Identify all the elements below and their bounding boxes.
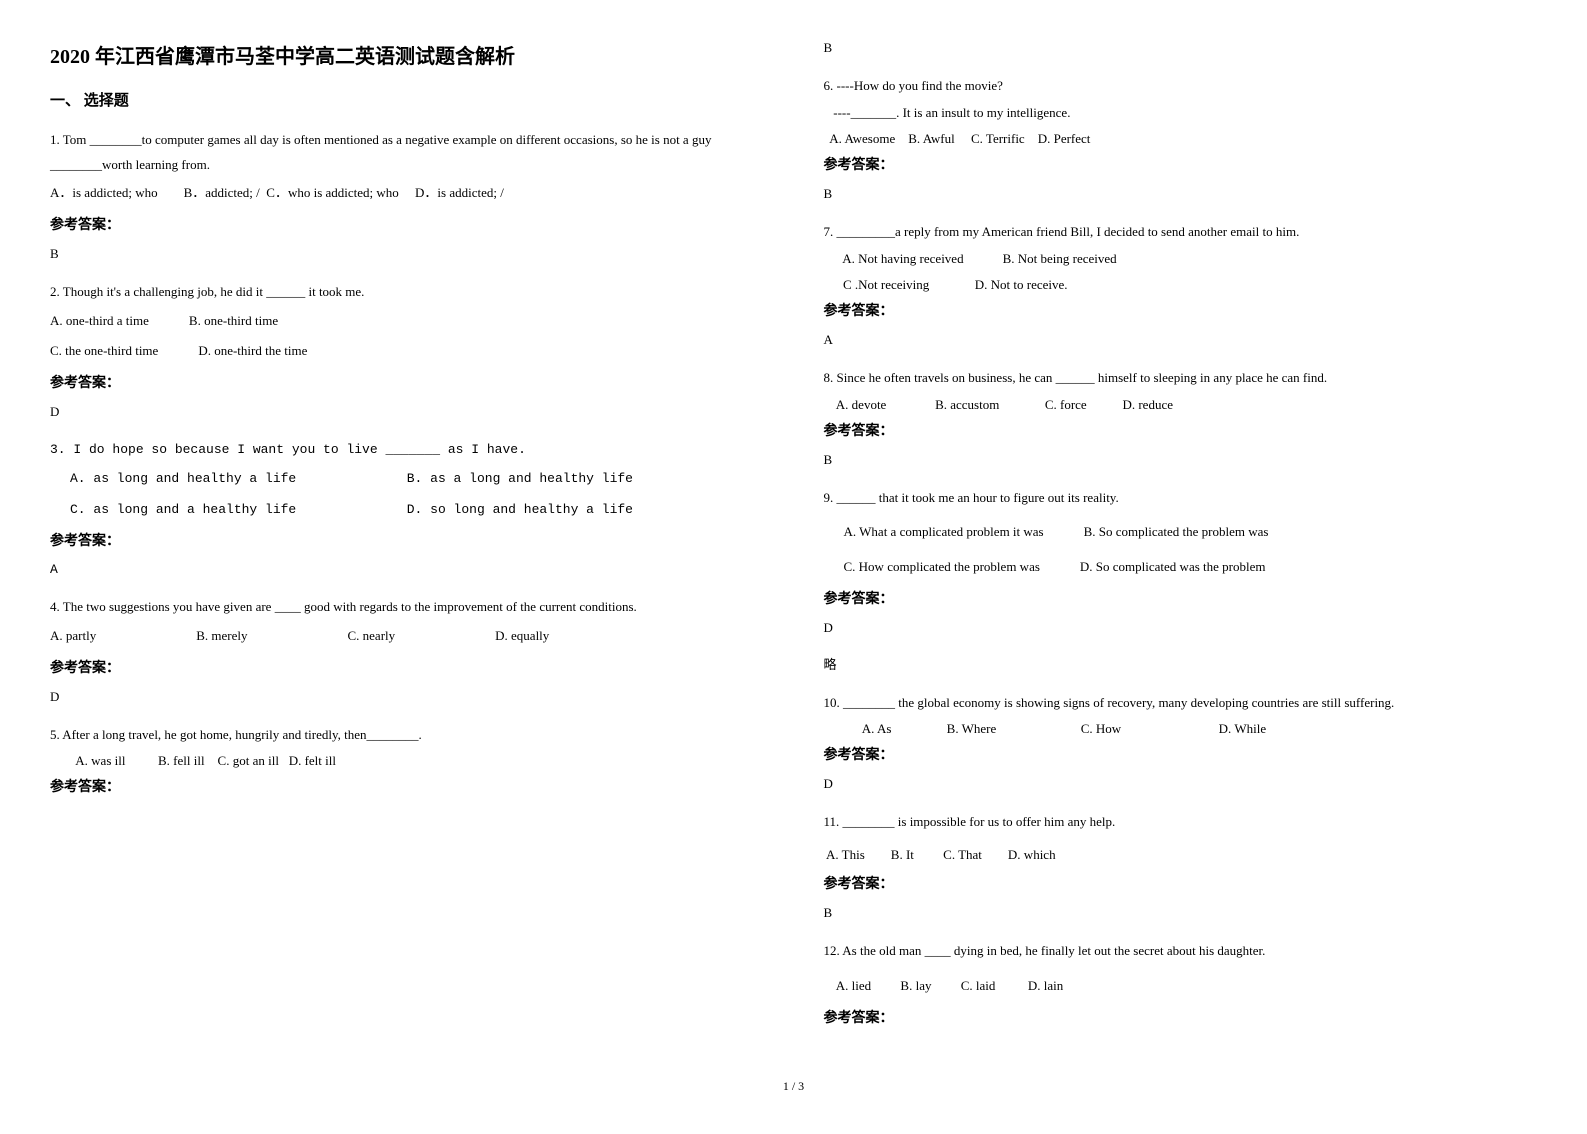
question-options: A. one-third a time B. one-third time	[50, 309, 764, 334]
question-text: 5. After a long travel, he got home, hun…	[50, 723, 764, 748]
page-footer: 1 / 3	[50, 1079, 1537, 1094]
option-d: D. So complicated was the problem	[1080, 555, 1266, 580]
option-b: B. one-third time	[189, 309, 278, 334]
option-d: D. so long and healthy a life	[407, 498, 633, 523]
question-options: C. How complicated the problem was D. So…	[824, 555, 1538, 580]
question-7: 7. _________a reply from my American fri…	[824, 220, 1538, 348]
question-text: 9. ______ that it took me an hour to fig…	[824, 486, 1538, 511]
answer-value: B	[824, 905, 1538, 921]
answer-value: A	[824, 332, 1538, 348]
answer-value: D	[50, 689, 764, 705]
answer-value: B	[824, 186, 1538, 202]
right-column: B 6. ----How do you find the movie? ----…	[824, 40, 1538, 1039]
question-text: 4. The two suggestions you have given ar…	[50, 595, 764, 620]
question-options: C. as long and a healthy life D. so long…	[50, 498, 764, 523]
question-3: 3. I do hope so because I want you to li…	[50, 438, 764, 577]
question-options: A. Awesome B. Awful C. Terrific D. Perfe…	[824, 127, 1538, 152]
question-text: 2. Though it's a challenging job, he did…	[50, 280, 764, 305]
question-12: 12. As the old man ____ dying in bed, he…	[824, 939, 1538, 1026]
question-8: 8. Since he often travels on business, h…	[824, 366, 1538, 467]
question-text: 7. _________a reply from my American fri…	[824, 220, 1538, 245]
option-b: B. merely	[196, 624, 247, 649]
answer-label: 参考答案：	[824, 300, 1538, 320]
question-5: 5. After a long travel, he got home, hun…	[50, 723, 764, 796]
question-text: ----_______. It is an insult to my intel…	[824, 101, 1538, 126]
answer-value: A	[50, 562, 764, 577]
question-text: 11. ________ is impossible for us to off…	[824, 810, 1538, 835]
question-1: 1. Tom ________to computer games all day…	[50, 128, 764, 262]
answer-label: 参考答案：	[824, 154, 1538, 174]
question-2: 2. Though it's a challenging job, he did…	[50, 280, 764, 420]
question-text: 12. As the old man ____ dying in bed, he…	[824, 939, 1538, 964]
option-b: B. as a long and healthy life	[407, 467, 633, 492]
question-options: C. the one-third time D. one-third the t…	[50, 339, 764, 364]
question-options: A．is addicted; who B．addicted; / C．who i…	[50, 181, 764, 206]
answer-label: 参考答案：	[824, 1007, 1538, 1027]
answer-label: 参考答案：	[50, 214, 764, 234]
left-column: 2020 年江西省鹰潭市马荃中学高二英语测试题含解析 一、 选择题 1. Tom…	[50, 40, 764, 1039]
option-c: C. as long and a healthy life	[50, 498, 407, 523]
answer-value: D	[824, 776, 1538, 792]
question-10: 10. ________ the global economy is showi…	[824, 691, 1538, 792]
exam-title: 2020 年江西省鹰潭市马荃中学高二英语测试题含解析	[50, 40, 764, 69]
option-c: C. nearly	[347, 624, 395, 649]
question-6: 6. ----How do you find the movie? ----__…	[824, 74, 1538, 202]
answer-label: 参考答案：	[824, 873, 1538, 893]
answer-value: B	[50, 246, 764, 262]
answer-label: 参考答案：	[50, 657, 764, 677]
option-c: C. the one-third time	[50, 339, 158, 364]
question-options: A. lied B. lay C. laid D. lain	[824, 974, 1538, 999]
answer-value: D	[824, 620, 1538, 636]
option-a: A. partly	[50, 624, 96, 649]
question-options: A. devote B. accustom C. force D. reduce	[824, 393, 1538, 418]
question-text: 6. ----How do you find the movie?	[824, 74, 1538, 99]
option-d: D. one-third the time	[198, 339, 307, 364]
question-options: A. What a complicated problem it was B. …	[824, 520, 1538, 545]
question-9: 9. ______ that it took me an hour to fig…	[824, 486, 1538, 673]
question-options: A. Not having received B. Not being rece…	[824, 247, 1538, 272]
option-b: B. So complicated the problem was	[1084, 520, 1269, 545]
answer-value: B	[824, 452, 1538, 468]
section-header: 一、 选择题	[50, 89, 764, 110]
page-container: 2020 年江西省鹰潭市马荃中学高二英语测试题含解析 一、 选择题 1. Tom…	[50, 40, 1537, 1039]
option-a: A. What a complicated problem it was	[844, 520, 1044, 545]
question-text: 10. ________ the global economy is showi…	[824, 691, 1538, 716]
question-options: A. partly B. merely C. nearly D. equally	[50, 624, 764, 649]
question-options: C .Not receiving D. Not to receive.	[824, 273, 1538, 298]
answer-label: 参考答案：	[50, 530, 764, 550]
question-11: 11. ________ is impossible for us to off…	[824, 810, 1538, 921]
answer-label: 参考答案：	[50, 372, 764, 392]
question-text: 1. Tom ________to computer games all day…	[50, 128, 764, 177]
question-options: A. This B. It C. That D. which	[824, 843, 1538, 868]
answer-value: D	[50, 404, 764, 420]
answer-value: B	[824, 40, 1538, 56]
option-c: C. How complicated the problem was	[844, 555, 1040, 580]
option-a: A. one-third a time	[50, 309, 149, 334]
question-options: A. was ill B. fell ill C. got an ill D. …	[50, 749, 764, 774]
option-d: D. equally	[495, 624, 549, 649]
answer-note: 略	[824, 654, 1538, 673]
question-text: 3. I do hope so because I want you to li…	[50, 438, 764, 463]
answer-label: 参考答案：	[824, 420, 1538, 440]
answer-label: 参考答案：	[824, 588, 1538, 608]
question-4: 4. The two suggestions you have given ar…	[50, 595, 764, 704]
answer-label: 参考答案：	[50, 776, 764, 796]
answer-label: 参考答案：	[824, 744, 1538, 764]
question-text: 8. Since he often travels on business, h…	[824, 366, 1538, 391]
option-a: A. as long and healthy a life	[50, 467, 407, 492]
question-options: A. As B. Where C. How D. While	[824, 717, 1538, 742]
question-options: A. as long and healthy a life B. as a lo…	[50, 467, 764, 492]
